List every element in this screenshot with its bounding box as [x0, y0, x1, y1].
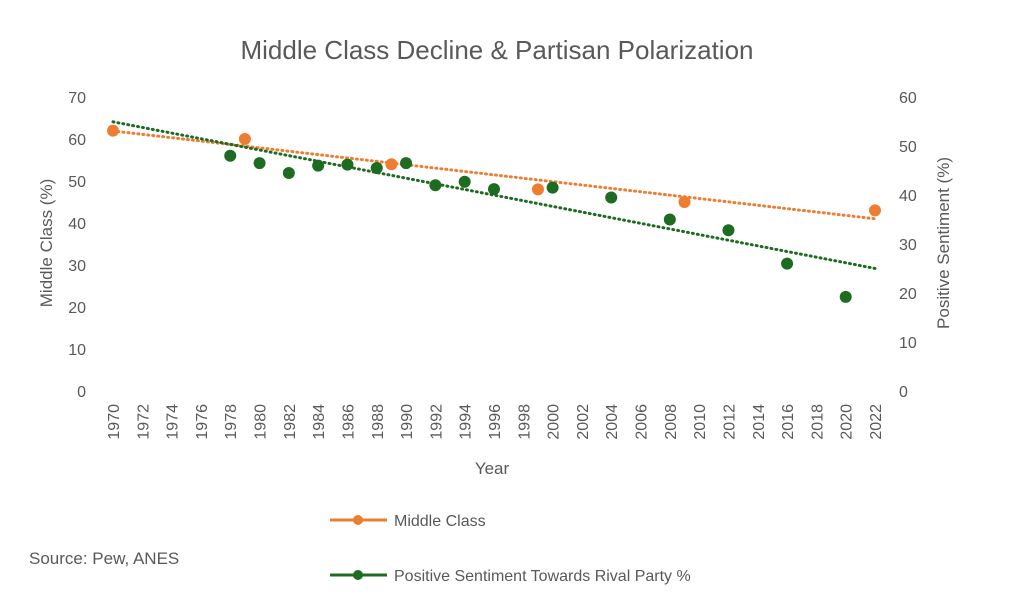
x-tick-label: 1974 — [165, 404, 182, 440]
data-points — [107, 124, 881, 303]
x-tick-label: 2000 — [546, 404, 563, 440]
left-y-tick-label: 20 — [68, 300, 86, 317]
x-tick-label: 1976 — [194, 404, 211, 440]
x-tick-label: 1980 — [253, 404, 270, 440]
x-tick-label: 1988 — [370, 404, 387, 440]
right-y-axis-label: Positive Sentiment (%) — [934, 157, 953, 329]
positive-sentiment-point — [663, 213, 676, 226]
middle-class-point — [678, 196, 691, 208]
legend-swatch-marker — [353, 570, 363, 580]
positive-sentiment-point — [429, 179, 442, 192]
positive-sentiment-point — [458, 175, 471, 188]
trendline-positive-sentiment — [111, 120, 877, 270]
x-tick-label: 1986 — [340, 404, 357, 440]
x-tick-label: 2012 — [721, 404, 738, 440]
middle-class-point — [385, 158, 398, 171]
x-tick-label: 2010 — [692, 404, 709, 440]
legend-label-middle-class: Middle Class — [394, 513, 486, 530]
left-y-tick-label: 50 — [68, 174, 86, 191]
x-tick-label: 2006 — [634, 404, 651, 440]
legend-item-positive-sentiment: Positive Sentiment Towards Rival Party % — [330, 568, 691, 585]
right-y-tick-label: 0 — [899, 384, 908, 401]
positive-sentiment-point — [253, 157, 266, 170]
legend-swatch-marker — [353, 515, 363, 525]
x-axis-ticks: 1970 1972 1974 1976 1978 1980 1982 1984 1986 1988… — [106, 404, 885, 440]
positive-sentiment-point — [781, 257, 794, 270]
left-y-tick-label: 70 — [68, 90, 86, 107]
x-tick-label: 1978 — [223, 404, 240, 440]
positive-sentiment-point — [546, 181, 559, 194]
trendline-middle-class — [111, 129, 877, 221]
right-y-tick-label: 20 — [899, 286, 917, 303]
left-y-axis-label: Middle Class (%) — [37, 179, 56, 307]
legend: Middle Class Positive Sentiment Towards … — [330, 513, 691, 585]
x-tick-label: 1970 — [106, 404, 123, 440]
middle-class-point — [107, 124, 119, 137]
positive-sentiment-point — [400, 157, 413, 170]
x-tick-label: 2014 — [751, 404, 768, 440]
positive-sentiment-point — [282, 166, 295, 179]
legend-label-positive-sentiment: Positive Sentiment Towards Rival Party % — [394, 568, 691, 585]
left-y-tick-label: 10 — [68, 342, 86, 359]
right-y-tick-label: 30 — [899, 237, 917, 254]
positive-sentiment-point — [370, 162, 383, 175]
middle-class-point — [238, 133, 251, 145]
left-y-tick-label: 30 — [68, 258, 86, 275]
x-tick-label: 2004 — [604, 404, 621, 440]
positive-sentiment-point — [312, 159, 325, 172]
x-tick-label: 2018 — [809, 404, 826, 440]
right-y-tick-label: 50 — [899, 139, 917, 156]
right-y-tick-label: 40 — [899, 188, 917, 205]
x-tick-label: 2022 — [868, 404, 885, 440]
x-tick-label: 1984 — [311, 404, 328, 440]
x-tick-label: 2002 — [575, 404, 592, 440]
x-tick-label: 1998 — [516, 404, 533, 440]
right-y-tick-label: 10 — [899, 335, 917, 352]
middle-class-point — [531, 183, 544, 196]
right-y-tick-label: 60 — [899, 90, 917, 107]
x-tick-label: 1996 — [487, 404, 504, 440]
x-axis-label: Year — [475, 459, 510, 478]
left-y-axis-ticks: 0 10 20 30 40 50 60 70 — [68, 90, 86, 401]
positive-sentiment-point — [605, 191, 618, 204]
positive-sentiment-point — [341, 158, 354, 171]
left-y-tick-label: 60 — [68, 132, 86, 149]
x-tick-label: 1990 — [399, 404, 416, 440]
middle-class-point — [869, 204, 881, 217]
positive-sentiment-point — [488, 183, 500, 196]
left-y-tick-label: 40 — [68, 216, 86, 233]
legend-item-middle-class: Middle Class — [330, 513, 486, 530]
positive-sentiment-point — [839, 290, 852, 303]
source-note: Source: Pew, ANES — [29, 549, 179, 568]
x-tick-label: 1994 — [458, 404, 475, 440]
positive-sentiment-point — [224, 149, 237, 162]
x-tick-label: 1992 — [428, 404, 445, 440]
left-y-tick-label: 0 — [77, 384, 86, 401]
x-tick-label: 1982 — [282, 404, 299, 440]
positive-sentiment-point — [722, 224, 735, 237]
x-tick-label: 1972 — [135, 404, 152, 440]
x-tick-label: 2008 — [663, 404, 680, 440]
right-y-axis-ticks: 0 10 20 30 40 50 60 — [899, 90, 917, 401]
x-tick-label: 2016 — [780, 404, 797, 440]
trendlines — [111, 120, 877, 270]
chart-title: Middle Class Decline & Partisan Polariza… — [240, 35, 753, 65]
x-tick-label: 2020 — [839, 404, 856, 440]
